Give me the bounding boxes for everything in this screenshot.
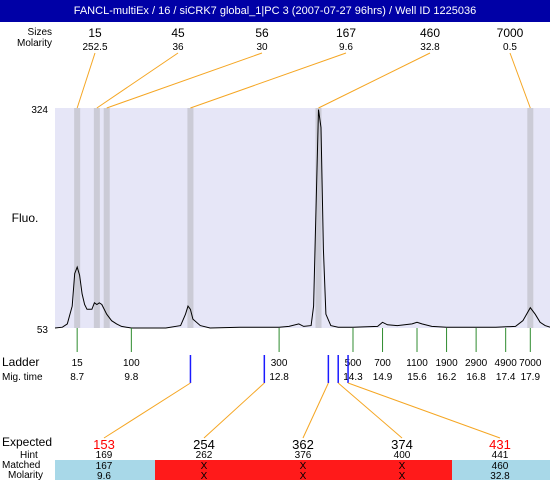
peak-size-label-2: 56 bbox=[255, 26, 269, 40]
peak-molarity-label-3: 9.6 bbox=[339, 42, 353, 53]
peak-connector-0 bbox=[76, 52, 96, 109]
peak-band-1 bbox=[93, 108, 100, 328]
ladder-size-3: 500 bbox=[345, 358, 362, 369]
ladder-size-6: 1900 bbox=[435, 358, 458, 369]
ladder-label: Ladder bbox=[2, 355, 39, 369]
y-tick-bottom: 53 bbox=[37, 325, 49, 336]
peak-connector-2 bbox=[106, 52, 263, 109]
ladder-size-7: 2900 bbox=[465, 358, 488, 369]
peak-band-4 bbox=[315, 108, 322, 328]
matched-value-4: 460 bbox=[492, 461, 509, 472]
ladder-mig-time-6: 16.2 bbox=[437, 372, 457, 383]
expected-value-3: 374 bbox=[391, 437, 413, 452]
expected-value-0: 153 bbox=[93, 437, 115, 452]
fluorescence-trace bbox=[54, 109, 550, 329]
matched-label: Matched bbox=[2, 460, 40, 471]
molarity-label-top: Molarity bbox=[17, 38, 52, 49]
ladder-mig-time-0: 8.7 bbox=[70, 372, 84, 383]
molarity-label-bottom: Molarity bbox=[8, 470, 43, 480]
ladder-mig-time-8: 17.4 bbox=[496, 372, 516, 383]
ladder-size-2: 300 bbox=[271, 358, 288, 369]
peak-molarity-label-2: 30 bbox=[256, 42, 268, 53]
expected-connector-3 bbox=[337, 382, 403, 439]
ladder-size-5: 1100 bbox=[406, 358, 428, 369]
ladder-mig-time-2: 12.8 bbox=[269, 372, 289, 383]
ladder-size-9: 7000 bbox=[519, 358, 542, 369]
peak-size-label-5: 7000 bbox=[497, 26, 524, 40]
mig-time-label: Mig. time bbox=[2, 372, 43, 383]
peak-band-0 bbox=[74, 108, 81, 328]
matched-value-1: X bbox=[201, 461, 208, 472]
peak-molarity-label-4: 32.8 bbox=[420, 42, 440, 53]
ladder-mig-time-3: 14.3 bbox=[343, 372, 363, 383]
peak-size-label-0: 15 bbox=[88, 26, 102, 40]
peak-connector-1 bbox=[96, 52, 179, 109]
ladder-mig-time-5: 15.6 bbox=[407, 372, 427, 383]
hint-value-3: 400 bbox=[394, 450, 411, 461]
peak-size-label-3: 167 bbox=[336, 26, 356, 40]
hint-value-2: 376 bbox=[295, 450, 312, 461]
match-cell-3 bbox=[352, 460, 452, 480]
window-title: FANCL-multiEx / 16 / siCRK7 global_1|PC … bbox=[0, 0, 550, 22]
match-cell-2 bbox=[255, 460, 352, 480]
hint-value-0: 169 bbox=[96, 450, 113, 461]
peak-size-label-4: 460 bbox=[420, 26, 440, 40]
expected-connector-4 bbox=[347, 382, 501, 439]
molarity-value-4: 32.8 bbox=[490, 471, 510, 480]
expected-value-1: 254 bbox=[193, 437, 215, 452]
matched-value-2: X bbox=[300, 461, 307, 472]
expected-value-4: 431 bbox=[489, 437, 511, 452]
expected-connector-1 bbox=[203, 382, 265, 439]
expected-value-2: 362 bbox=[292, 437, 314, 452]
ladder-size-1: 100 bbox=[123, 358, 140, 369]
peak-connector-3 bbox=[190, 52, 347, 109]
y-tick-top: 324 bbox=[31, 105, 48, 116]
peak-connector-4 bbox=[318, 52, 431, 109]
ladder-size-8: 4900 bbox=[495, 358, 518, 369]
expected-connector-0 bbox=[103, 382, 191, 439]
matched-value-0: 167 bbox=[96, 461, 113, 472]
molarity-value-2: X bbox=[300, 471, 307, 480]
molarity-value-0: 9.6 bbox=[97, 471, 111, 480]
hint-value-1: 262 bbox=[196, 450, 213, 461]
peak-band-2 bbox=[103, 108, 110, 328]
ladder-mig-time-9: 17.9 bbox=[521, 372, 541, 383]
hint-label: Hint bbox=[20, 450, 38, 461]
y-axis-label: Fluo. bbox=[12, 211, 39, 225]
peak-molarity-label-5: 0.5 bbox=[503, 42, 517, 53]
peak-molarity-label-0: 252.5 bbox=[82, 42, 107, 53]
plot-area bbox=[55, 108, 550, 328]
match-cell-4 bbox=[452, 460, 550, 480]
peak-band-5 bbox=[527, 108, 534, 328]
matched-value-3: X bbox=[399, 461, 406, 472]
peak-size-label-1: 45 bbox=[171, 26, 185, 40]
ladder-mig-time-4: 14.9 bbox=[373, 372, 393, 383]
peak-molarity-label-1: 36 bbox=[172, 42, 184, 53]
hint-value-4: 441 bbox=[492, 450, 509, 461]
ladder-mig-time-7: 16.8 bbox=[466, 372, 486, 383]
peak-connector-5 bbox=[509, 52, 531, 109]
match-cell-0 bbox=[55, 460, 155, 480]
expected-label: Expected bbox=[2, 435, 52, 449]
ladder-size-0: 15 bbox=[72, 358, 84, 369]
sizes-label: Sizes bbox=[28, 27, 52, 38]
expected-connector-2 bbox=[302, 382, 329, 439]
ladder-mig-time-1: 9.8 bbox=[124, 372, 138, 383]
peak-band-3 bbox=[187, 108, 194, 328]
ladder-size-4: 700 bbox=[374, 358, 391, 369]
match-cell-1 bbox=[155, 460, 255, 480]
molarity-value-3: X bbox=[399, 471, 406, 480]
molarity-value-1: X bbox=[201, 471, 208, 480]
